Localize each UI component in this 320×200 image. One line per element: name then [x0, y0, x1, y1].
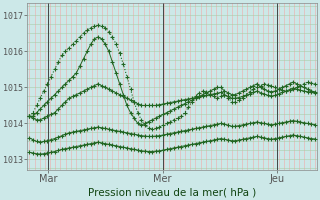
- X-axis label: Pression niveau de la mer( hPa ): Pression niveau de la mer( hPa ): [88, 187, 256, 197]
